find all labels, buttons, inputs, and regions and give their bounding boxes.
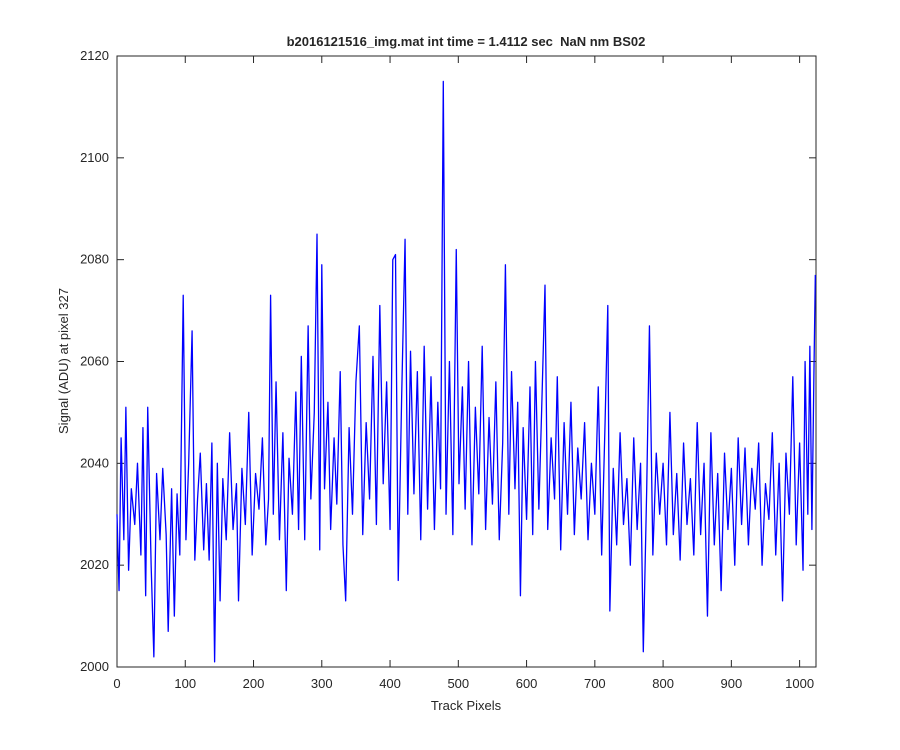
y-tick-label: 2020 [80, 557, 109, 572]
y-tick-label: 2100 [80, 150, 109, 165]
x-axis-label: Track Pixels [431, 698, 502, 713]
x-tick-label: 700 [584, 676, 606, 691]
x-tick-label: 500 [447, 676, 469, 691]
y-tick-label: 2120 [80, 48, 109, 63]
x-tick-label: 300 [311, 676, 333, 691]
x-tick-label: 200 [243, 676, 265, 691]
y-tick-label: 2080 [80, 252, 109, 267]
y-tick-label: 2060 [80, 354, 109, 369]
data-line [116, 80, 816, 663]
x-tick-label: 1000 [785, 676, 814, 691]
y-axis-label: Signal (ADU) at pixel 327 [56, 288, 71, 434]
plot-area [116, 55, 817, 668]
y-tick-label: 2040 [80, 455, 109, 470]
x-tick-label: 600 [516, 676, 538, 691]
chart-title: b2016121516_img.mat int time = 1.4112 se… [287, 34, 646, 49]
x-tick-label: 400 [379, 676, 401, 691]
x-tick-label: 0 [113, 676, 120, 691]
x-tick-label: 900 [721, 676, 743, 691]
x-tick-label: 100 [174, 676, 196, 691]
x-tick-label: 800 [652, 676, 674, 691]
y-tick-label: 2000 [80, 659, 109, 674]
